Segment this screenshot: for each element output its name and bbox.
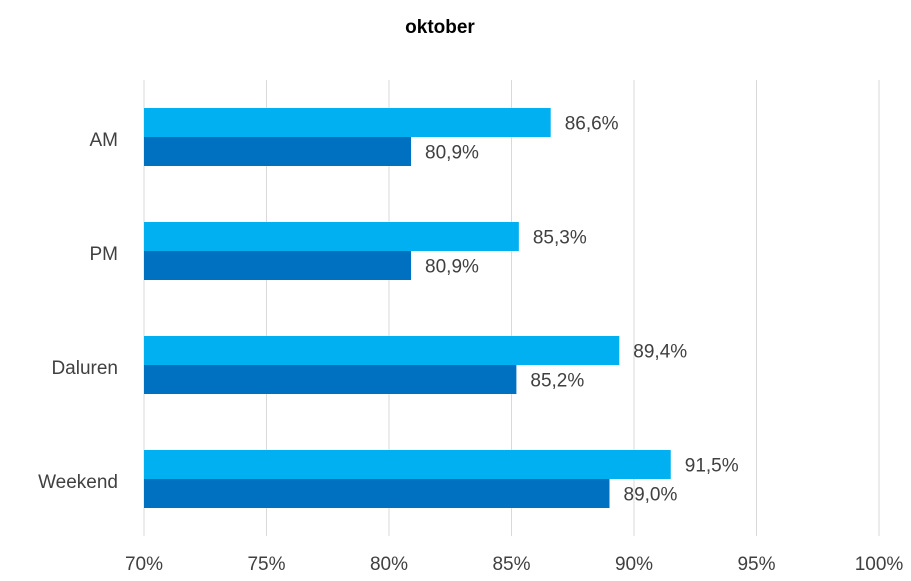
data-label: 91,5% [685, 456, 739, 477]
bar [144, 365, 517, 394]
data-label: 80,9% [425, 257, 479, 278]
data-label: 80,9% [425, 143, 479, 164]
x-tick-label: 90% [615, 554, 653, 575]
data-label: 86,6% [565, 114, 619, 135]
bar [144, 479, 610, 508]
data-label: 89,4% [633, 342, 687, 363]
x-tick-label: 80% [370, 554, 408, 575]
chart-title: oktober [405, 17, 475, 38]
x-tick-label: 75% [247, 554, 285, 575]
data-label: 85,2% [530, 371, 584, 392]
bar [144, 251, 412, 280]
x-tick-label: 100% [855, 554, 904, 575]
data-label: 89,0% [624, 485, 678, 506]
x-tick-label: 70% [125, 554, 163, 575]
y-tick-label: Daluren [51, 358, 118, 379]
data-label: 85,3% [533, 228, 587, 249]
x-tick-label: 85% [492, 554, 530, 575]
bar [144, 137, 412, 166]
bar [144, 108, 551, 137]
bar [144, 336, 620, 365]
x-tick-label: 95% [737, 554, 775, 575]
bar [144, 450, 671, 479]
bar [144, 222, 519, 251]
y-tick-label: PM [90, 244, 119, 265]
y-tick-label: Weekend [38, 472, 118, 493]
y-tick-label: AM [90, 130, 119, 151]
